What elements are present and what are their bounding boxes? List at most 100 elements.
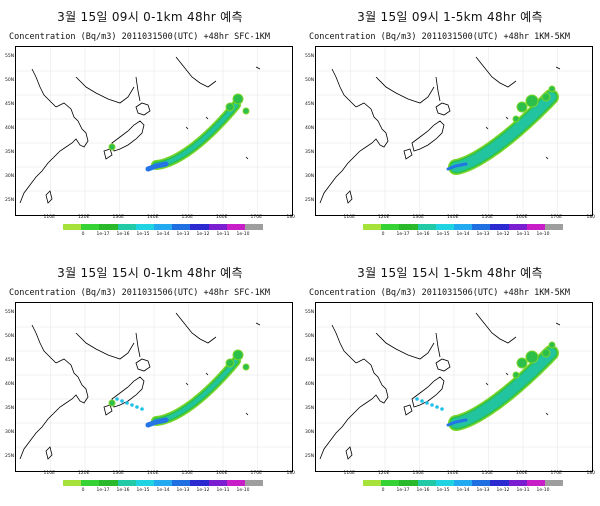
plume-patch (108, 399, 116, 407)
plume-trail-dot (130, 403, 134, 407)
latitude-tick: 55N (5, 310, 15, 315)
colorbar-label: 1e-14 (456, 232, 470, 237)
latitude-tick: 45N (305, 358, 315, 363)
colorbar-swatch (490, 224, 509, 230)
plume-source (446, 162, 468, 171)
colorbar-swatch (63, 224, 82, 230)
plume-patch (541, 348, 551, 358)
colorbar (63, 480, 264, 486)
colorbar-swatch (381, 480, 400, 486)
colorbar-label: 1e-15 (436, 232, 450, 237)
coastline (45, 190, 53, 204)
plume-patch (548, 85, 556, 93)
coastline (31, 68, 57, 108)
colorbar-label: 1e-11 (216, 232, 230, 237)
colorbar-swatch (363, 224, 382, 230)
longitude-tick: 120E (378, 215, 390, 220)
longitude-tick: 180 (286, 215, 296, 220)
plume-trail-dot (435, 405, 439, 409)
colorbar-swatch (135, 480, 154, 486)
colorbar-swatch (544, 224, 564, 230)
coastline (75, 332, 135, 360)
latitude-tick: 40N (5, 382, 15, 387)
map-frame (15, 46, 293, 216)
colorbar-label: 1e-15 (436, 488, 450, 493)
colorbar-swatch (190, 480, 209, 486)
colorbar-label: 1e-13 (476, 232, 490, 237)
latitude-tick: 35N (305, 150, 315, 155)
longitude-labels: 110E 120E 130E 140E 150E 160E 170E 180 (15, 214, 296, 222)
plume-patch (541, 92, 551, 102)
coastline (175, 312, 217, 344)
coastline (245, 412, 249, 416)
coastline (331, 68, 357, 108)
plume-trail-dot (440, 407, 444, 411)
colorbar-swatch (99, 224, 118, 230)
colorbar-swatch (63, 480, 82, 486)
coastline (111, 120, 145, 152)
coastline (435, 102, 451, 116)
longitude-tick: 110E (43, 471, 55, 476)
coastline (375, 76, 435, 104)
colorbar (63, 224, 264, 230)
longitude-tick: 170E (250, 215, 262, 220)
colorbar-swatch (508, 480, 527, 486)
forecast-panel-3: 3월 15일 15시 0-1km 48hr 예측 Concentration (… (5, 258, 295, 503)
colorbar-labels: 0 1e-17 1e-16 1e-15 1e-14 1e-13 1e-12 1e-11 1e-1… (63, 488, 263, 496)
latitude-tick: 30N (5, 430, 15, 435)
coastline (485, 382, 489, 386)
latitude-labels: 55N 50N 45N 40N 35N 30N 25N (5, 302, 15, 470)
longitude-tick: 180 (586, 215, 596, 220)
plume-patch (242, 363, 250, 371)
forecast-panel-1: 3월 15일 09시 0-1km 48hr 예측 Concentration (… (5, 2, 295, 247)
colorbar-swatch (81, 224, 100, 230)
colorbar-label: 1e-13 (176, 232, 190, 237)
plume-patch (232, 93, 244, 105)
plume-source (145, 417, 169, 428)
colorbar-swatch (244, 224, 264, 230)
coastline (205, 116, 209, 120)
coastline (111, 376, 145, 408)
colorbar-swatch (153, 224, 173, 230)
colorbar-label: 0 (81, 488, 85, 493)
latitude-tick: 25N (305, 198, 315, 203)
colorbar-label: 1e-16 (116, 232, 130, 237)
coastline (135, 358, 151, 372)
colorbar-label: 0 (381, 488, 385, 493)
colorbar-label: 1e-12 (496, 232, 510, 237)
plume-trail-dot (125, 401, 129, 405)
latitude-tick: 55N (305, 54, 315, 59)
map-frame (315, 46, 593, 216)
colorbar-swatch (381, 224, 400, 230)
coastline (319, 358, 389, 460)
longitude-tick: 140E (147, 471, 159, 476)
longitude-tick: 120E (78, 471, 90, 476)
coastline (555, 66, 561, 70)
longitude-tick: 180 (586, 471, 596, 476)
plume-patch (108, 143, 116, 151)
colorbar-swatch (208, 480, 227, 486)
colorbar-label: 1e-14 (156, 488, 170, 493)
colorbar-swatch (226, 224, 245, 230)
colorbar-swatch (490, 480, 509, 486)
latitude-tick: 40N (305, 382, 315, 387)
colorbar-swatch (135, 224, 154, 230)
colorbar-swatch (363, 480, 382, 486)
plume-patch (225, 102, 235, 112)
plume-inner (152, 357, 240, 425)
colorbar-label: 1e-12 (496, 488, 510, 493)
latitude-tick: 35N (305, 406, 315, 411)
coastline (45, 446, 53, 460)
colorbar-label: 1e-16 (416, 232, 430, 237)
plume-core (154, 103, 238, 167)
coastline (245, 156, 249, 160)
coastline (135, 76, 141, 102)
latitude-tick: 35N (5, 406, 15, 411)
colorbar-swatch (435, 480, 454, 486)
longitude-tick: 130E (112, 215, 124, 220)
colorbar-swatch (544, 480, 564, 486)
longitude-tick: 140E (447, 471, 459, 476)
latitude-tick: 25N (305, 454, 315, 459)
colorbar-labels: 0 1e-17 1e-16 1e-15 1e-14 1e-13 1e-12 1e-11 1e-1… (363, 232, 563, 240)
longitude-tick: 160E (216, 215, 228, 220)
